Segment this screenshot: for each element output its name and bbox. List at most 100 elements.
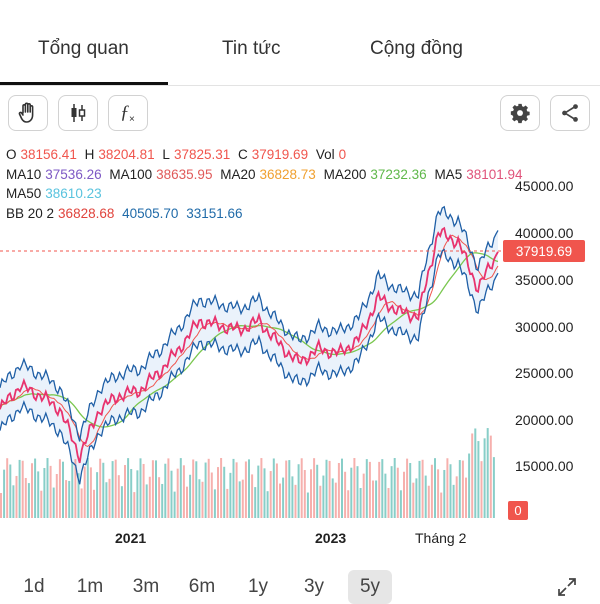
volume-bar (341, 458, 343, 518)
tab-news[interactable]: Tin tức (222, 38, 281, 59)
volume-bar (344, 471, 347, 518)
hand-tool-button[interactable] (8, 95, 48, 131)
volume-bar (158, 477, 161, 518)
y-tick-label: 35000.00 (515, 272, 574, 288)
volume-bar (316, 464, 319, 518)
volume-bar (254, 487, 257, 518)
volume-bar (12, 485, 15, 518)
tab-overview[interactable]: Tổng quan (38, 38, 129, 59)
volume-bar (291, 476, 294, 518)
volume-bar (9, 464, 12, 518)
bollinger-band-fill (0, 206, 498, 485)
period-5y[interactable]: 5y (348, 570, 392, 604)
period-3m[interactable]: 3m (132, 576, 160, 597)
volume-bar (173, 491, 176, 518)
volume-bar (359, 488, 362, 518)
volume-bar (139, 458, 142, 518)
period-3y[interactable]: 3y (303, 576, 325, 597)
volume-bar (142, 463, 145, 518)
candlestick-icon (71, 104, 86, 122)
ma200-label: MA200 (323, 167, 367, 182)
volume-bar (449, 464, 452, 518)
volume-bar (393, 458, 396, 518)
volume-bar (461, 460, 464, 518)
settings-button[interactable] (500, 95, 540, 131)
volume-bar (275, 463, 278, 518)
volume-bar (120, 486, 123, 518)
volume-bar (251, 474, 254, 518)
volume-bar (68, 480, 71, 518)
volume-bar (83, 466, 86, 518)
volume-bar (102, 462, 105, 518)
chart-type-button[interactable] (58, 95, 98, 131)
volume-bar (418, 460, 421, 518)
volume-bar (279, 483, 281, 518)
volume-bar (6, 458, 9, 518)
volume-bar (244, 461, 247, 518)
volume-bar (409, 463, 412, 518)
period-6m[interactable]: 6m (188, 576, 216, 597)
volume-bar (105, 482, 108, 518)
volume-bar (424, 475, 427, 518)
tab-community[interactable]: Cộng đồng (370, 38, 463, 59)
volume-bar (229, 472, 232, 518)
volume-bar (96, 472, 99, 518)
volume-bar (421, 459, 424, 518)
volume-bar (458, 460, 461, 518)
volume-bar (0, 493, 2, 518)
volume-bar (310, 469, 312, 518)
volume-bar (49, 465, 52, 518)
volume-bar (260, 458, 263, 518)
x-tick-label: 2021 (115, 530, 147, 546)
current-price-tag: 37919.69 (503, 240, 585, 262)
volume-bar (328, 460, 331, 518)
fullscreen-button[interactable] (550, 570, 584, 604)
volume-bar (368, 461, 371, 518)
volume-bar (282, 477, 285, 518)
volume-bar (204, 462, 207, 518)
period-1y[interactable]: 1y (247, 576, 269, 597)
volume-bar (465, 477, 467, 518)
volume-bar (415, 478, 418, 518)
volume-bar (52, 487, 55, 518)
volume-bar (58, 459, 61, 518)
volume-bar (46, 458, 49, 518)
period-1d[interactable]: 1d (23, 576, 45, 597)
ohlc-legend: O 38156.41 H 38204.81 L 37825.31 C 37919.69 … (6, 147, 350, 162)
share-button[interactable] (550, 95, 590, 131)
volume-bar (437, 469, 440, 518)
period-1m[interactable]: 1m (76, 576, 104, 597)
volume-bar (93, 489, 95, 518)
volume-bar (223, 466, 226, 518)
ma100-value: 38635.95 (156, 167, 213, 182)
chart-canvas[interactable] (0, 138, 600, 524)
volume-bar (334, 482, 337, 518)
indicators-button[interactable]: ƒ × (108, 95, 148, 131)
volume-bar (114, 459, 117, 518)
ma100-label: MA100 (109, 167, 153, 182)
volume-bar (220, 458, 223, 518)
volume-bar (3, 469, 6, 518)
ma5-value: 38101.94 (466, 167, 523, 182)
volume-bar (145, 484, 148, 518)
volume-bar (306, 492, 309, 518)
volume-bar (313, 458, 316, 518)
volume-label: Vol (315, 147, 335, 162)
volume-bar (322, 475, 325, 518)
ma50-label: MA50 (6, 186, 42, 201)
volume-bar (272, 458, 275, 518)
volume-bar (217, 467, 219, 518)
volume-bar (319, 485, 322, 518)
volume-bar (362, 473, 365, 518)
price-chart[interactable] (0, 138, 600, 524)
volume-bar (269, 471, 272, 518)
low-value: 37825.31 (173, 147, 231, 162)
svg-text:×: × (129, 114, 135, 125)
volume-bar (285, 460, 288, 518)
low-label: L (162, 147, 170, 162)
volume-bar (403, 471, 405, 518)
volume-bar (406, 458, 409, 518)
volume-bar (430, 464, 433, 518)
volume-bar (300, 458, 303, 518)
ma10-label: MA10 (6, 167, 42, 182)
